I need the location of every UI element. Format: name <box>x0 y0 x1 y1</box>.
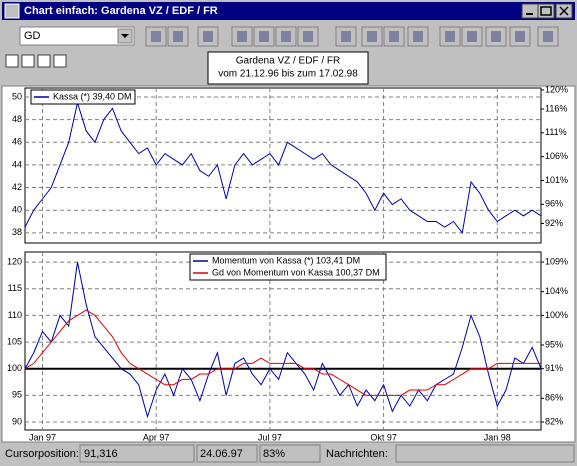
y-tick-label: 90 <box>12 416 22 426</box>
status-messages: Nachrichten: <box>326 448 388 460</box>
tool-icon <box>491 31 501 42</box>
legend-box <box>189 253 387 281</box>
x-tick-label: Apr 97 <box>143 432 170 442</box>
y-tick-label: 120 <box>7 257 22 267</box>
y2-tick-label: 120% <box>545 84 568 94</box>
y2-tick-label: 111% <box>545 127 567 137</box>
y-tick-label: 40 <box>12 205 22 215</box>
tool-icon <box>151 31 161 42</box>
y-tick-label: 110 <box>8 310 22 320</box>
icon <box>121 34 129 38</box>
tool-icon <box>173 31 183 42</box>
tool-icon <box>445 31 455 42</box>
y2-tick-label: 96% <box>545 199 563 209</box>
toolbar <box>5 26 559 68</box>
tool-button <box>21 54 35 68</box>
status-field <box>395 444 575 463</box>
status-percent: 83% <box>263 448 285 460</box>
tool-icon <box>259 31 269 42</box>
y2-tick-label: 82% <box>545 416 563 426</box>
info-box <box>207 51 369 85</box>
status-label: Cursorposition: <box>5 448 79 460</box>
series-line <box>24 100 542 235</box>
status-field <box>259 444 321 463</box>
y-tick-label: 105 <box>7 336 22 346</box>
y-tick-label: 115 <box>8 283 22 293</box>
tool-icon <box>467 31 477 42</box>
y2-tick-label: 116% <box>545 103 567 113</box>
tool-icon <box>413 31 423 42</box>
y-tick-label: 95 <box>12 390 22 400</box>
tool-button <box>5 54 19 68</box>
y-tick-label: 50 <box>12 91 22 101</box>
legend-label: Kassa (*) 39,40 DM <box>53 91 132 101</box>
plot-frame <box>24 251 542 431</box>
tool-icon <box>515 31 525 42</box>
y-tick-label: 48 <box>12 114 22 124</box>
tool-icon <box>281 31 291 42</box>
plots: 38 40 42 44 46 48 50 92% 96% 101% 106% 111% 116% 120%… <box>7 84 568 442</box>
info-line: vom 21.12.96 bis zum 17.02.98 <box>218 69 358 80</box>
symbol-text: GD <box>24 30 41 42</box>
y2-tick-label: 109% <box>545 256 568 266</box>
app-icon <box>4 3 20 19</box>
tool-icon <box>341 31 351 42</box>
status-field <box>79 444 195 463</box>
y2-tick-label: 106% <box>545 151 568 161</box>
status-field <box>196 444 258 463</box>
x-tick-label: Okt 97 <box>370 432 397 442</box>
tool-button <box>37 54 51 68</box>
series-line <box>24 309 541 396</box>
tool-icon <box>237 31 247 42</box>
tool-icon <box>367 31 377 42</box>
tool-icon <box>203 31 213 42</box>
tool-icon <box>389 31 399 42</box>
y2-tick-label: 86% <box>545 393 563 403</box>
legend-label: Momentum von Kassa (*) 103,41 DM <box>212 255 360 265</box>
status-date: 24.06.97 <box>200 448 243 460</box>
y-tick-label: 46 <box>12 137 22 147</box>
info-line: Gardena VZ / EDF / FR <box>236 56 340 67</box>
y2-tick-label: 100% <box>545 310 568 320</box>
tool-icon <box>303 31 313 42</box>
legend-box <box>30 89 136 105</box>
y2-tick-label: 92% <box>545 218 563 228</box>
icon <box>540 6 552 16</box>
minimize-button[interactable] <box>521 3 539 19</box>
window-title: Chart einfach: Gardena VZ / EDF / FR <box>24 5 218 17</box>
symbol-combo[interactable] <box>19 26 135 46</box>
window-buttons[interactable] <box>521 3 573 19</box>
y2-tick-label: 104% <box>545 286 568 296</box>
legend-label: Gd von Momentum von Kassa 100,37 DM <box>212 267 380 277</box>
y-tick-label: 38 <box>12 227 22 237</box>
x-tick-label: Jan 97 <box>29 432 56 442</box>
icon <box>559 6 569 16</box>
x-tick-label: Jul 97 <box>258 432 282 442</box>
y2-tick-label: 101% <box>545 175 568 185</box>
y-tick-label: 44 <box>12 159 22 169</box>
y2-tick-label: 91% <box>545 363 563 373</box>
y2-tick-label: 95% <box>545 339 563 349</box>
series-line <box>24 262 542 419</box>
y-tick-label: 100 <box>7 363 22 373</box>
status-value: 91,316 <box>84 448 118 460</box>
plot-frame <box>24 87 542 244</box>
y-tick-label: 42 <box>12 182 22 192</box>
tool-icon <box>543 31 553 42</box>
x-tick-label: Jan 98 <box>484 432 511 442</box>
title-bar <box>2 2 575 20</box>
tool-button <box>53 54 67 68</box>
